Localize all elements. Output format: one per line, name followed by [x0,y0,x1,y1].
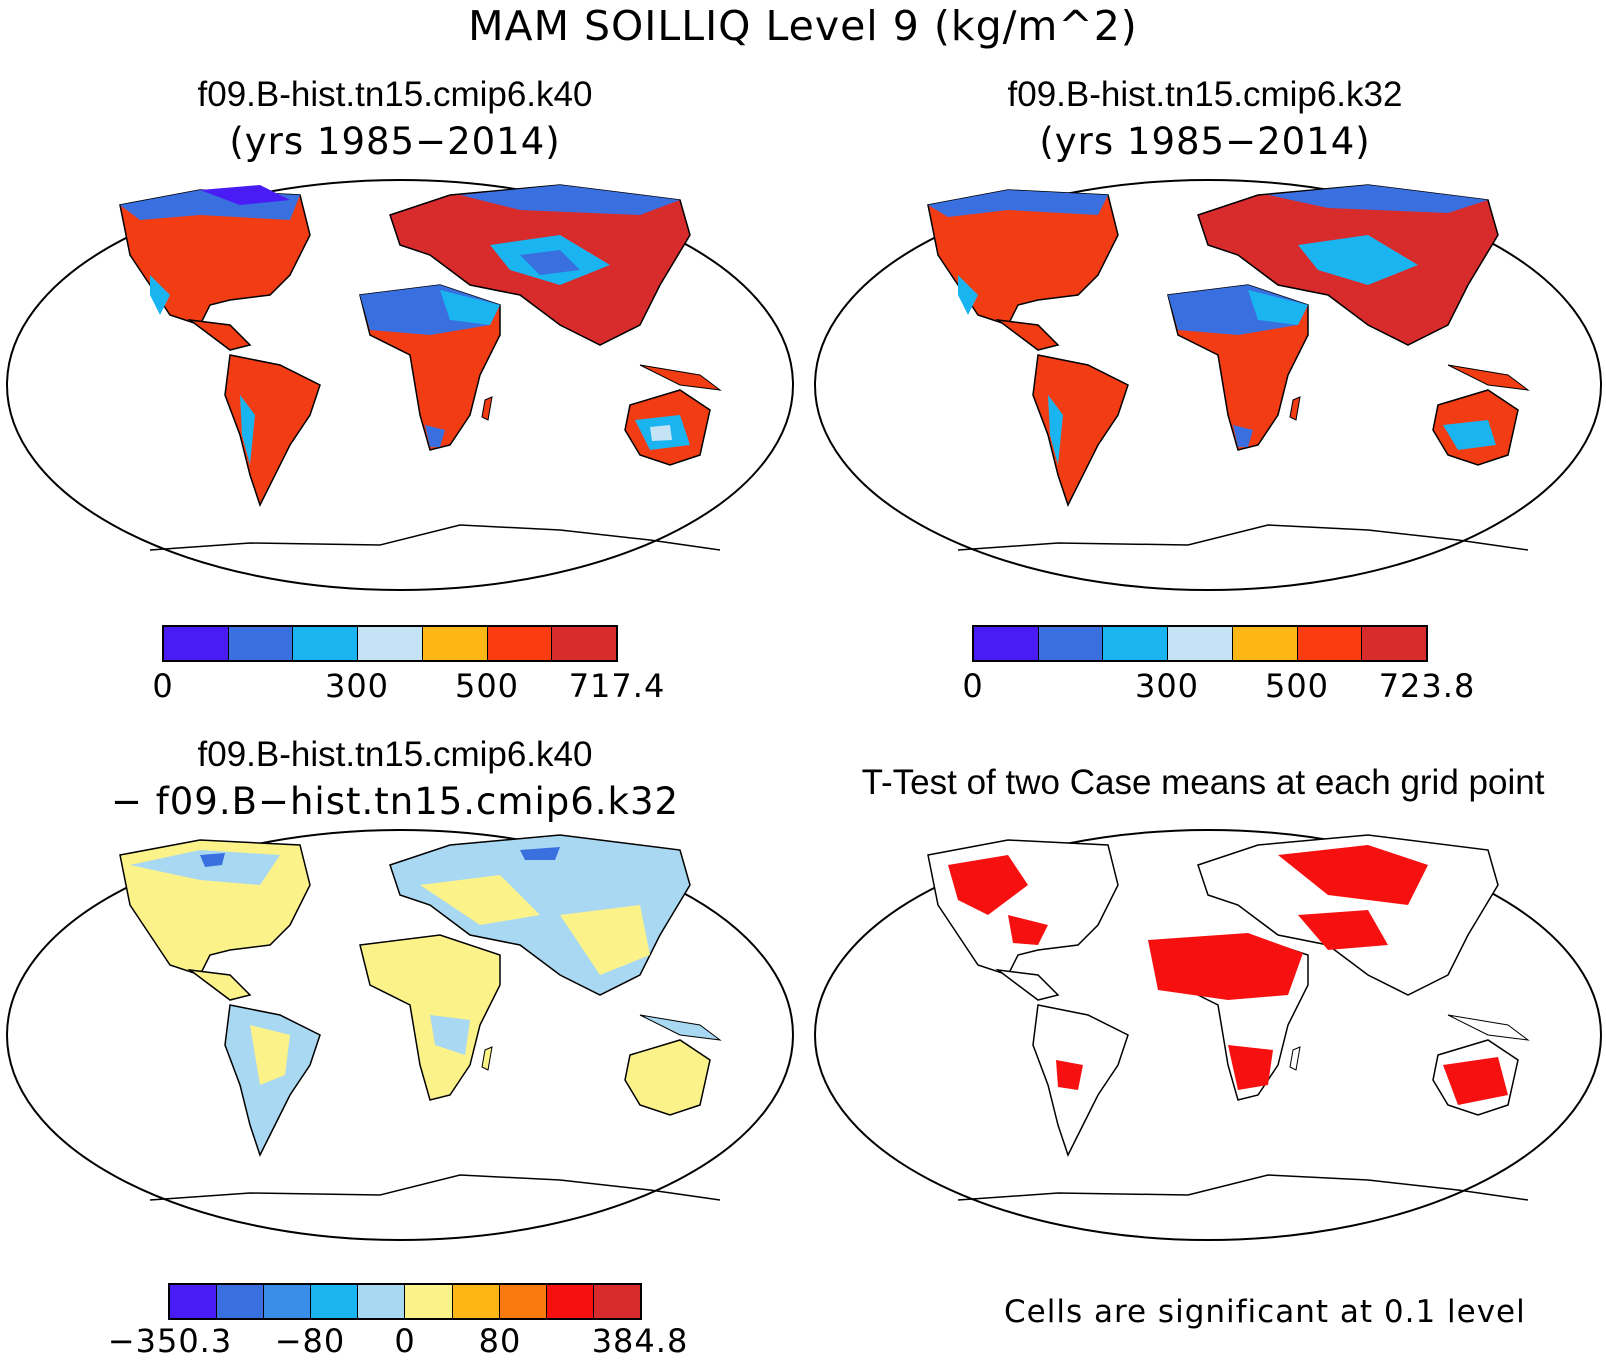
significance-note: Cells are significant at 0.1 level [1004,1294,1526,1330]
colorbar-label: 500 [454,667,520,705]
panel-title-bottom-right: T-Test of two Case means at each grid po… [861,763,1545,802]
map-bottom-left [6,829,794,1241]
colorbar-label: −350.3 [107,1322,233,1360]
map-top-right [814,179,1602,591]
colorbar-label: 723.8 [1378,667,1476,705]
panel-subtitle-top-left: (yrs 1985−2014) [229,120,561,163]
colorbar-label: 300 [1134,667,1200,705]
colorbar-label: 0 [962,667,984,705]
colorbar-top-left [162,625,618,662]
colorbar-top-right [972,625,1428,662]
colorbar-bottom-left [168,1283,642,1320]
colorbar-label: 0 [152,667,174,705]
panel-subtitle-bottom-left: − f09.B−hist.tn15.cmip6.k32 [110,780,680,823]
colorbar-label: 80 [478,1322,522,1360]
panel-subtitle-top-right: (yrs 1985−2014) [1039,120,1371,163]
colorbar-label: 500 [1264,667,1330,705]
colorbar-label: 300 [324,667,390,705]
colorbar-label: 0 [394,1322,416,1360]
panel-title-top-right: f09.B-hist.tn15.cmip6.k32 [1007,75,1403,114]
main-title: MAM SOILLIQ Level 9 (kg/m^2) [468,2,1138,50]
colorbar-label: 717.4 [568,667,666,705]
colorbar-label: 384.8 [591,1322,689,1360]
colorbar-label: −80 [274,1322,346,1360]
panel-title-bottom-left: f09.B-hist.tn15.cmip6.k40 [197,735,593,774]
map-bottom-right [814,829,1602,1241]
map-top-left [6,179,794,591]
panel-title-top-left: f09.B-hist.tn15.cmip6.k40 [197,75,593,114]
